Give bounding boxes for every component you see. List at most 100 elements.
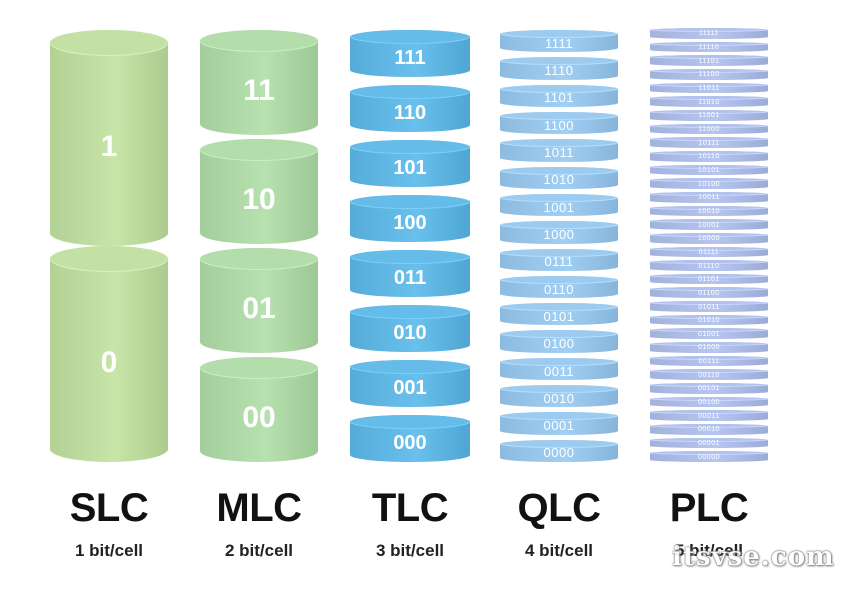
cell-tlc-101: 101: [350, 140, 470, 187]
cell-cap: [500, 385, 618, 394]
cell-label: 1010: [543, 172, 575, 188]
cell-body: [650, 178, 768, 189]
cell-plc-01010: 01010: [650, 314, 768, 326]
cell-cap: [50, 30, 168, 56]
cell-label: 10111: [698, 139, 720, 147]
cell-plc-00110: 00110: [650, 369, 768, 381]
cell-plc-00000: 00000: [650, 451, 768, 462]
cell-label: 0100: [543, 336, 575, 352]
cell-cap: [500, 357, 618, 366]
cell-qlc-1011: 1011: [500, 139, 618, 162]
cell-tlc-010: 010: [350, 305, 470, 352]
cell-cap: [500, 221, 618, 230]
cell-label: 10001: [698, 221, 720, 229]
title-plc: PLC: [669, 486, 749, 530]
cell-label: 01110: [698, 262, 720, 270]
cell-cap: [500, 166, 618, 175]
diagram-canvas: 1 0 SLC 1 bit/cell 11 10 01 00 MLC 2 bit/cell 111 1…: [4, 0, 846, 562]
cell-plc-11110: 11110: [650, 41, 768, 53]
cell-body: [650, 232, 768, 244]
cell-cap: [650, 246, 768, 251]
cell-body: [50, 246, 168, 462]
cell-label: 00011: [698, 412, 720, 420]
cell-tlc-100: 100: [350, 195, 470, 242]
subtitle-mlc: 2 bit/cell: [224, 541, 294, 560]
cell-label: 11110: [698, 44, 720, 52]
title-tlc: TLC: [371, 486, 449, 530]
cell-label: 11111: [699, 30, 719, 38]
column-slc: 1 0 SLC 1 bit/cell: [50, 0, 168, 589]
cell-cap: [500, 57, 618, 66]
cell-cap: [650, 28, 768, 32]
cell-label: 11001: [698, 112, 720, 120]
cell-label: 0110: [544, 281, 574, 297]
cell-body: [650, 150, 768, 162]
cell-cap: [650, 178, 768, 183]
cell-qlc-1001: 1001: [500, 193, 618, 217]
cell-body: [650, 219, 768, 230]
cell-qlc-0110: 0110: [500, 275, 618, 299]
cell-body: [650, 246, 768, 258]
cell-mlc-10: 10: [200, 139, 318, 244]
cell-plc-01001: 01001: [650, 328, 768, 340]
cell-cap: [350, 250, 470, 264]
cell-cap: [650, 219, 768, 224]
cell-body: [650, 355, 768, 367]
cell-label: 11011: [698, 85, 720, 93]
cell-label: 11101: [698, 57, 720, 65]
cell-body: [650, 396, 768, 408]
cell-tlc-001: 001: [350, 360, 470, 407]
cell-qlc-0111: 0111: [500, 248, 618, 271]
cell-plc-00010: 00010: [650, 424, 768, 435]
cell-mlc-00: 00: [200, 357, 318, 462]
cell-label: 000: [393, 431, 427, 454]
cell-cap: [350, 195, 470, 209]
cell-cap: [650, 396, 768, 401]
cell-label: 11: [243, 73, 275, 107]
cell-mlc-01: 01: [200, 248, 318, 353]
cell-label: 01101: [698, 276, 720, 284]
cell-label: 1101: [544, 90, 574, 106]
cell-cap: [650, 191, 768, 196]
column-tlc: 111 110 101 100 011 010 001 000 TLC 3 bit/cell: [350, 0, 470, 589]
cell-cap: [500, 139, 618, 148]
cell-qlc-1110: 1110: [500, 57, 618, 80]
cell-label: 00: [242, 400, 276, 434]
cell-plc-10111: 10111: [650, 137, 768, 148]
cell-slc-1: 1: [50, 30, 168, 246]
cell-body: [50, 30, 168, 246]
cell-plc-01101: 01101: [650, 273, 768, 285]
cell-label: 10000: [698, 235, 720, 243]
cell-cap: [500, 193, 618, 202]
cell-label: 10110: [698, 153, 720, 161]
cell-label: 01011: [698, 303, 720, 311]
cell-body: [650, 164, 768, 176]
cell-cap: [650, 301, 768, 306]
cell-qlc-1101: 1101: [500, 84, 618, 107]
cell-label: 10010: [698, 207, 720, 215]
cell-qlc-0000: 0000: [500, 439, 618, 462]
cell-tlc-011: 011: [350, 250, 470, 297]
cell-label: 01100: [698, 289, 720, 297]
cell-label: 1110: [544, 63, 574, 79]
cell-plc-10001: 10001: [650, 219, 768, 230]
cell-cap: [650, 383, 768, 388]
cell-label: 01001: [698, 330, 720, 338]
cell-tlc-000: 000: [350, 415, 470, 462]
cell-plc-11000: 11000: [650, 123, 768, 135]
cell-plc-10010: 10010: [650, 205, 768, 217]
cell-body: [650, 437, 768, 449]
title-qlc: QLC: [517, 486, 601, 530]
cell-cap: [500, 111, 618, 120]
column-mlc: 11 10 01 00 MLC 2 bit/cell: [200, 0, 318, 589]
cell-cap: [650, 123, 768, 128]
cell-cap: [650, 437, 768, 442]
cell-tlc-110: 110: [350, 85, 470, 132]
cell-label: 01000: [698, 344, 720, 352]
cell-cap: [650, 232, 768, 237]
cell-label: 1100: [544, 117, 574, 133]
cell-label: 0101: [543, 308, 575, 324]
cell-label: 00010: [698, 426, 720, 434]
cell-body: [650, 301, 768, 312]
cell-plc-11111: 11111: [650, 28, 768, 39]
